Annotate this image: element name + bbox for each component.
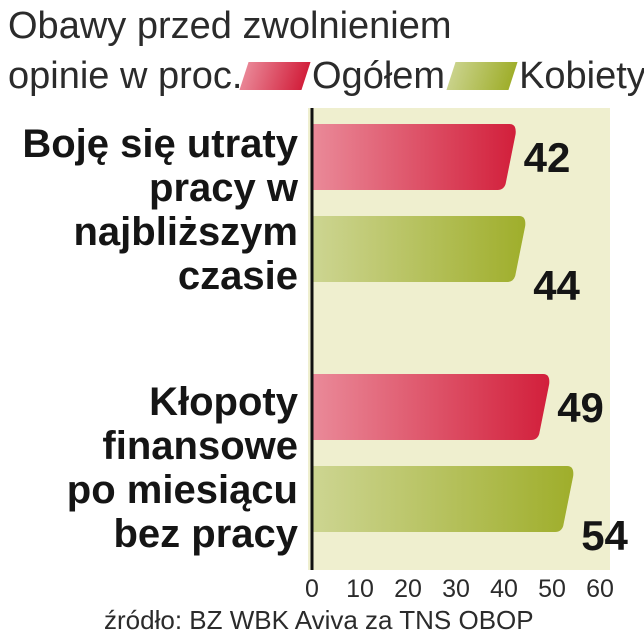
data-label-ogolem-cat1: 42 [524, 134, 571, 181]
x-tick-label-10: 10 [346, 575, 374, 603]
x-tick-label-20: 20 [394, 575, 422, 603]
chart-title: Obawy przed zwolnieniem [8, 5, 452, 47]
data-label-ogolem-cat2: 49 [557, 384, 604, 431]
category-label-1-line-4: czasie [177, 254, 298, 298]
chart-subtitle: opinie w proc. [8, 55, 243, 97]
bar-ogolem-cat2 [312, 374, 550, 440]
category-label-1-line-3: najbliższym [73, 210, 298, 254]
category-label-2-line-2: finansowe [102, 424, 298, 468]
data-label-kobiety-cat1: 44 [533, 262, 580, 309]
x-tick-label-50: 50 [538, 575, 566, 603]
category-label-2-line-3: po miesiącu [66, 468, 298, 512]
category-label-2: Kłopoty finansowe po miesiącu bez pracy [67, 380, 298, 556]
data-label-kobiety-cat2: 54 [581, 512, 628, 559]
category-label-2-line-4: bez pracy [113, 512, 298, 556]
x-tick-label-60: 60 [586, 575, 614, 603]
x-tick-label-0: 0 [305, 575, 319, 603]
legend-item-kobiety: Kobiety [446, 54, 644, 98]
legend-label-kobiety: Kobiety [519, 55, 644, 97]
source-note: źródło: BZ WBK Aviva za TNS OBOP [104, 605, 534, 635]
category-label-2-line-1: Kłopoty [149, 380, 298, 424]
x-tick-label-40: 40 [490, 575, 518, 603]
category-label-1: Boję się utraty pracy w najbliższym czas… [22, 122, 298, 298]
category-label-1-line-2: pracy w [149, 166, 298, 210]
category-label-1-line-1: Boję się utraty [22, 122, 298, 166]
legend-label-ogolem: Ogółem [312, 55, 446, 97]
x-tick-label-30: 30 [442, 575, 470, 603]
bar-ogolem-cat1 [312, 124, 516, 190]
bar-kobiety-cat2 [312, 466, 574, 532]
legend-item-ogolem: Ogółem [239, 54, 446, 98]
bar-kobiety-cat1 [312, 216, 526, 282]
legend: Ogółem Kobiety [239, 54, 644, 98]
